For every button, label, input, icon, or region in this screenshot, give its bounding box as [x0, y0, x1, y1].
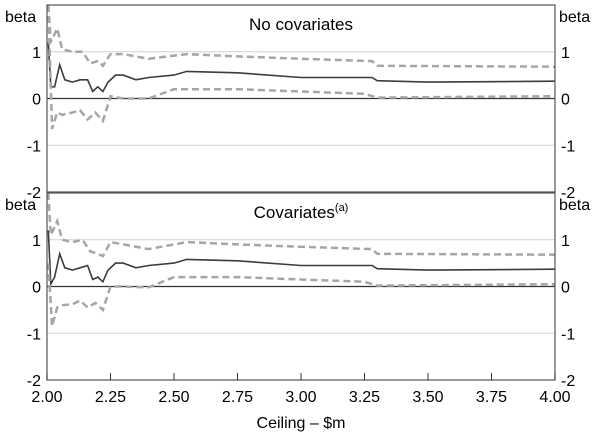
- y-tick-right: -1: [561, 138, 575, 155]
- y-tick-left: 0: [32, 280, 41, 297]
- x-tick-label: 2.75: [222, 389, 253, 406]
- y-label-right: beta: [559, 9, 590, 26]
- y-tick-right: 1: [561, 233, 570, 250]
- y-tick-right: 0: [561, 280, 570, 297]
- series-upper-bound: [47, 192, 556, 258]
- y-label-right: beta: [559, 197, 590, 214]
- y-label-left: beta: [5, 197, 36, 214]
- x-tick-label: 4.00: [539, 389, 570, 406]
- x-axis-label: Ceiling – $m: [257, 415, 346, 432]
- y-tick-left: -2: [27, 373, 41, 390]
- series-lower-bound: [47, 4, 556, 130]
- y-label-left: beta: [5, 9, 36, 26]
- y-tick-right: -1: [561, 326, 575, 343]
- y-tick-left: -1: [27, 326, 41, 343]
- panel-title: Covariates(a): [254, 202, 349, 222]
- panel-frame: [46, 4, 556, 193]
- y-tick-left: 1: [32, 45, 41, 62]
- x-tick-label: 3.50: [412, 389, 443, 406]
- x-tick-label: 2.50: [158, 389, 189, 406]
- y-tick-left: 0: [32, 92, 41, 109]
- y-tick-left: -1: [27, 138, 41, 155]
- y-tick-right: 0: [561, 92, 570, 109]
- y-tick-right: -2: [561, 373, 575, 390]
- y-tick-left: 1: [32, 233, 41, 250]
- x-tick-label: 2.25: [95, 389, 126, 406]
- y-tick-right: 1: [561, 45, 570, 62]
- panel-title: No covariates: [249, 15, 353, 34]
- series-lower-bound: [47, 263, 556, 327]
- series-estimate: [47, 42, 556, 93]
- series-upper-bound: [47, 4, 556, 68]
- x-tick-label: 3.25: [349, 389, 380, 406]
- x-tick-label: 2.00: [31, 389, 62, 406]
- series-estimate: [47, 230, 556, 288]
- y-tick-left: -2: [27, 185, 41, 202]
- x-tick-label: 3.75: [476, 389, 507, 406]
- y-tick-right: -2: [561, 185, 575, 202]
- x-tick-label: 3.00: [285, 389, 316, 406]
